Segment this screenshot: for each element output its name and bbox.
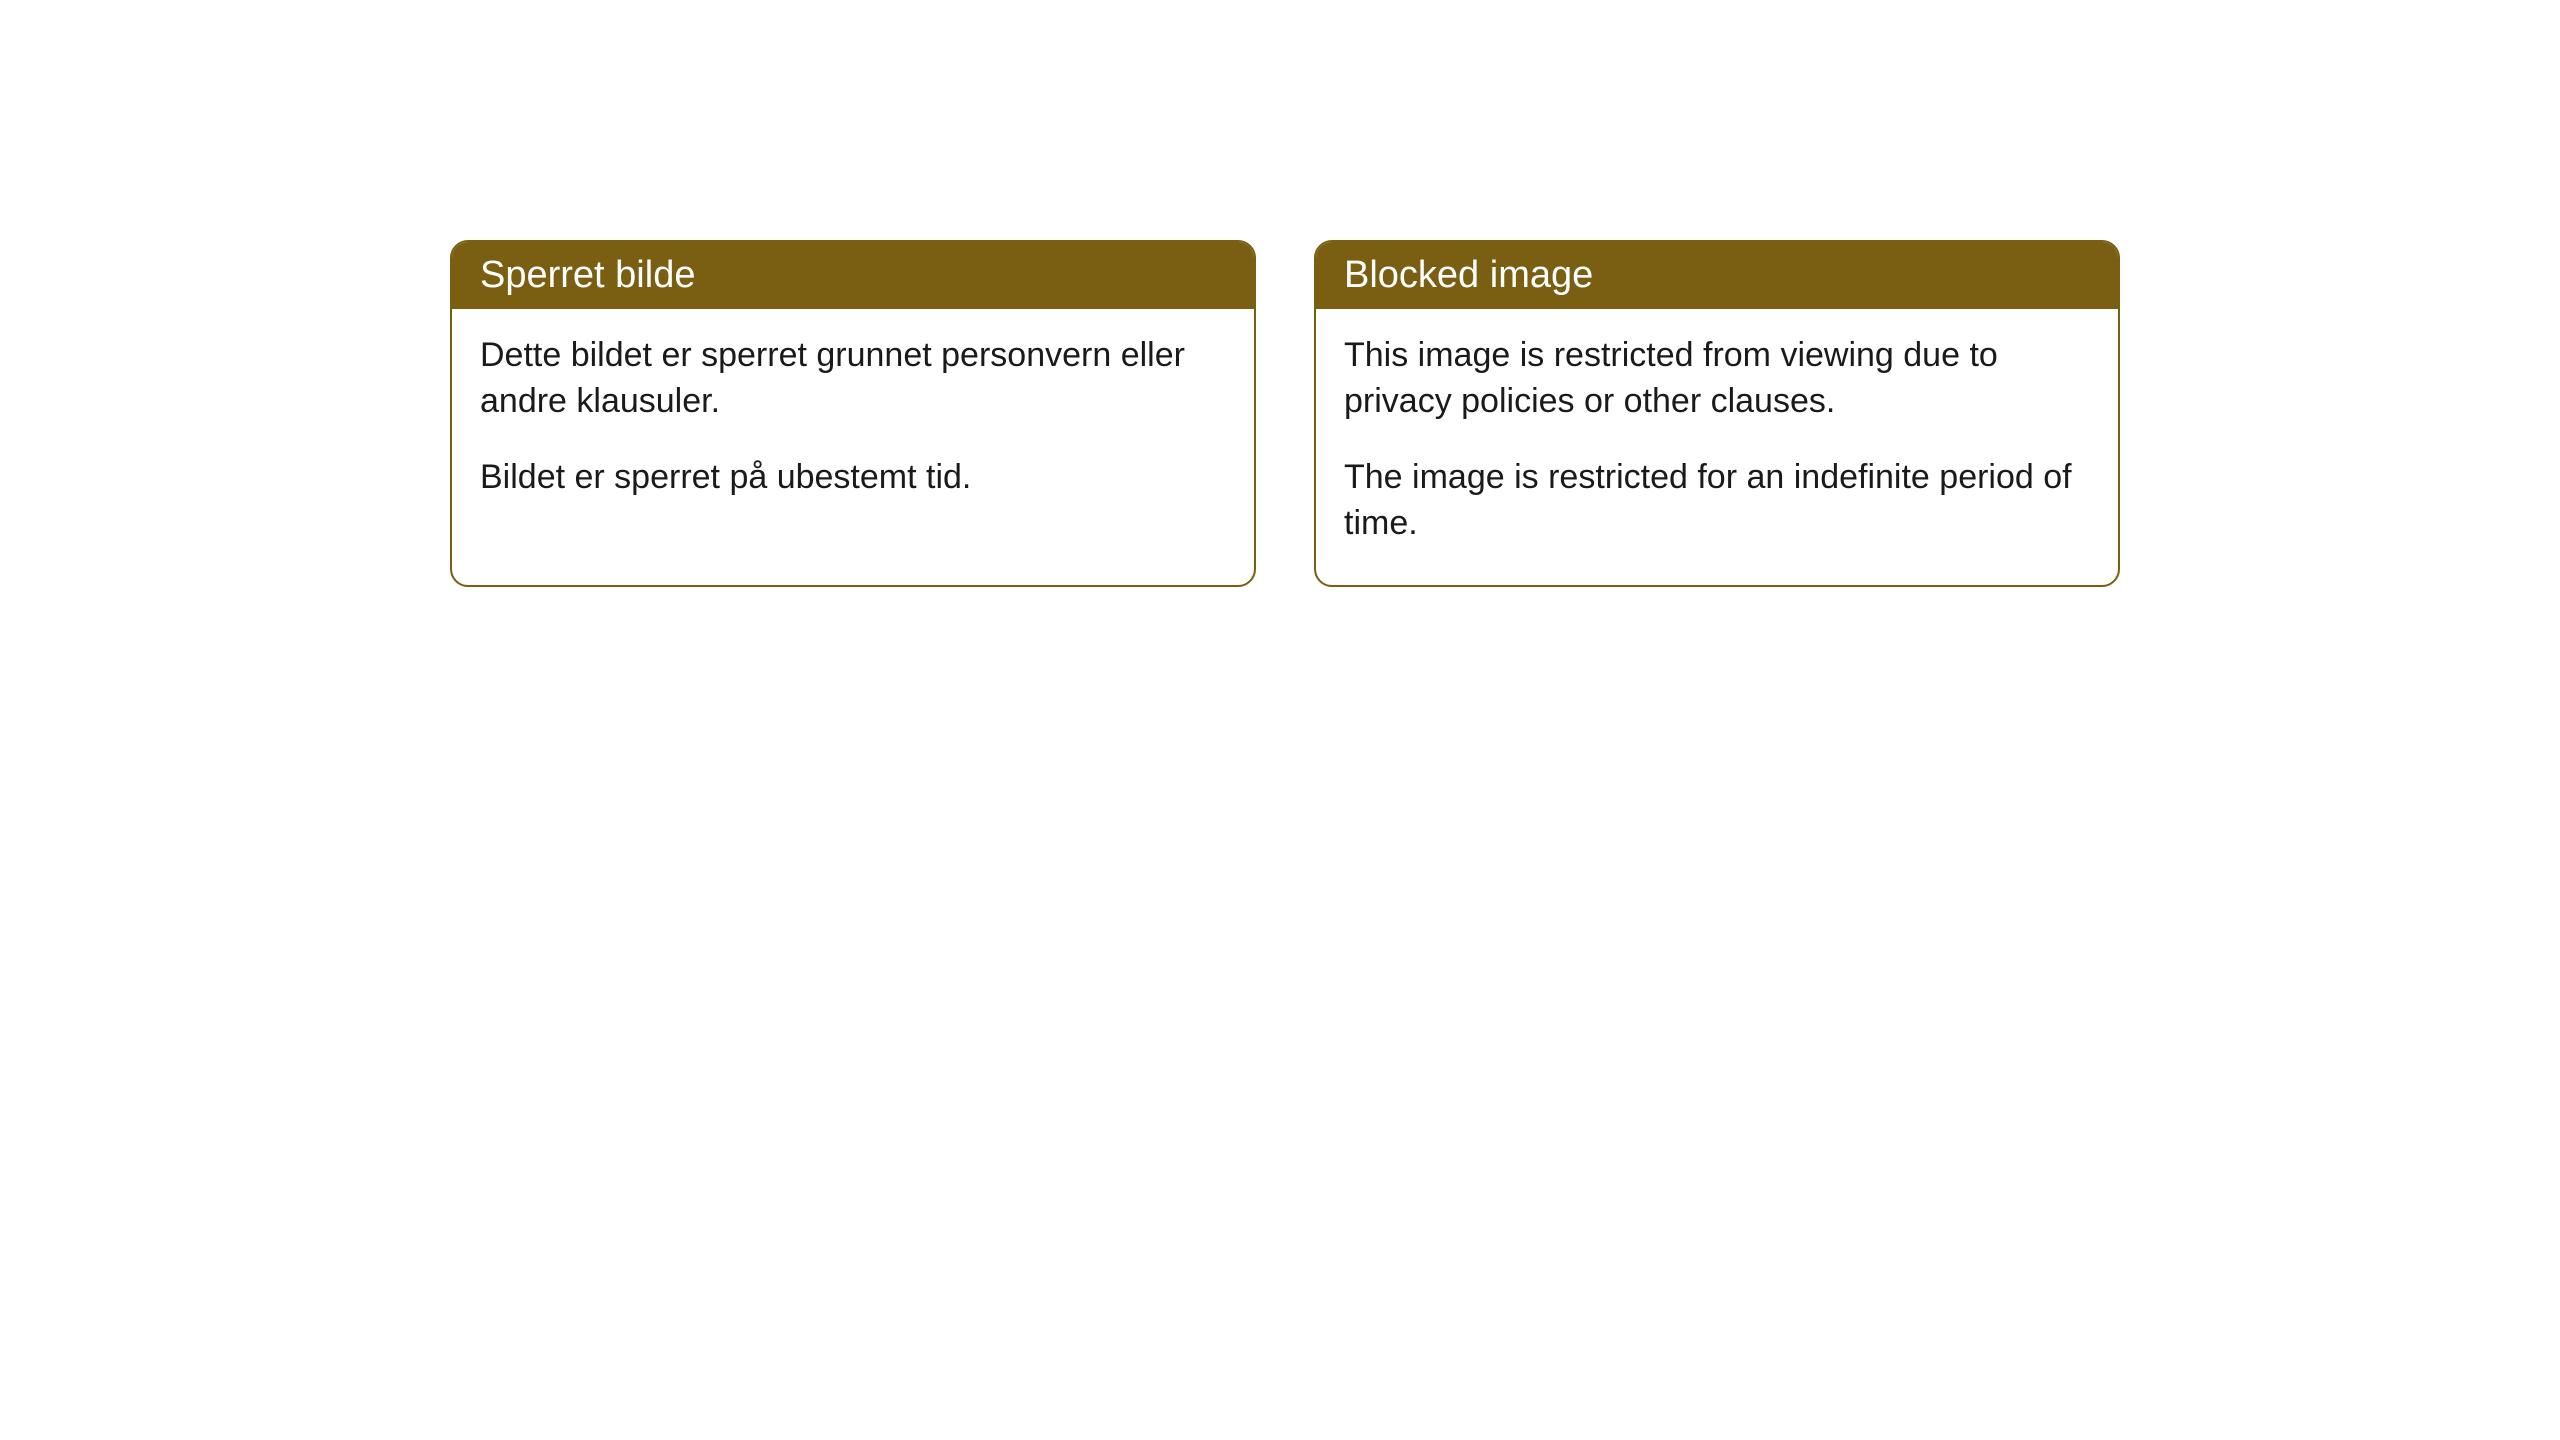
card-header-en: Blocked image — [1316, 242, 2118, 309]
card-text-no-1: Dette bildet er sperret grunnet personve… — [480, 333, 1226, 425]
cards-container: Sperret bilde Dette bildet er sperret gr… — [0, 0, 2560, 587]
blocked-image-card-en: Blocked image This image is restricted f… — [1314, 240, 2120, 587]
card-title-en: Blocked image — [1344, 254, 1593, 296]
card-header-no: Sperret bilde — [452, 242, 1254, 309]
card-body-no: Dette bildet er sperret grunnet personve… — [452, 309, 1254, 539]
card-title-no: Sperret bilde — [480, 254, 695, 296]
card-text-en-1: This image is restricted from viewing du… — [1344, 333, 2090, 425]
blocked-image-card-no: Sperret bilde Dette bildet er sperret gr… — [450, 240, 1256, 587]
card-text-no-2: Bildet er sperret på ubestemt tid. — [480, 455, 1226, 501]
card-text-en-2: The image is restricted for an indefinit… — [1344, 455, 2090, 547]
card-body-en: This image is restricted from viewing du… — [1316, 309, 2118, 585]
